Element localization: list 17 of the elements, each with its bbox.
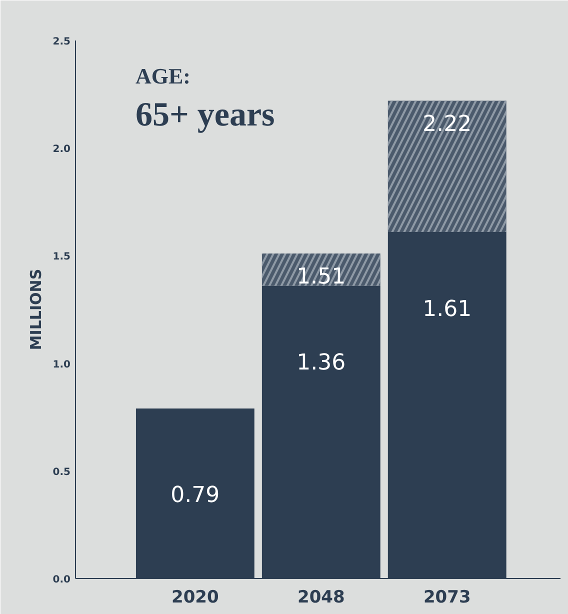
text: 65+ years [136,96,275,134]
y-tick-label: 2.0 [52,144,71,156]
y-axis-title: MILLIONS [26,268,45,350]
y-tick-label: 1.0 [52,359,71,370]
data-label: 1.61 [422,296,472,322]
x-tick-label: 2020 [172,588,220,608]
total-label: 1.51 [296,264,346,290]
y-tick-label: 1.5 [52,252,71,263]
y-tick-label: 2.5 [52,36,71,48]
text: AGE: [136,64,190,88]
x-tick-label: 2048 [297,588,345,608]
total-label: 2.22 [422,112,472,137]
y-tick-label: 0.5 [52,466,71,478]
data-label: 0.79 [170,482,220,508]
y-tick-label: 0.0 [52,574,71,586]
x-tick-label: 2073 [423,588,471,608]
data-label: 1.36 [296,350,346,376]
